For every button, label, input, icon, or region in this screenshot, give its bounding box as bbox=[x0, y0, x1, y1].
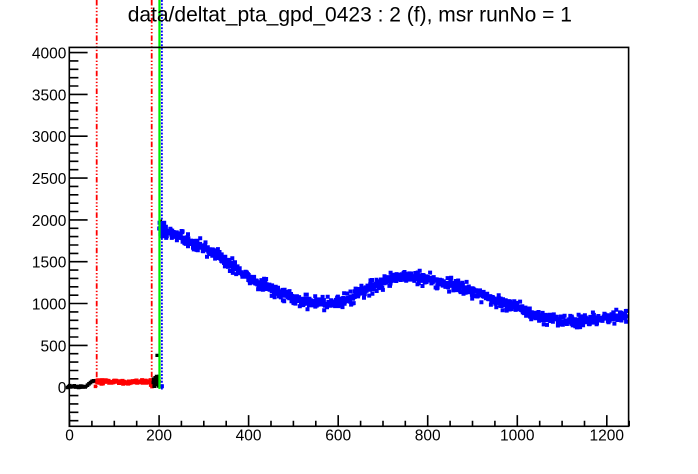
svg-text:2000: 2000 bbox=[32, 213, 67, 230]
svg-text:600: 600 bbox=[325, 428, 351, 445]
svg-text:4000: 4000 bbox=[32, 46, 67, 63]
svg-text:3000: 3000 bbox=[32, 129, 67, 146]
svg-text:1200: 1200 bbox=[590, 428, 625, 445]
svg-text:500: 500 bbox=[41, 338, 67, 355]
svg-text:1000: 1000 bbox=[500, 428, 535, 445]
svg-text:data/deltat_pta_gpd_0423 : 2 (: data/deltat_pta_gpd_0423 : 2 (f), msr ru… bbox=[128, 4, 572, 27]
svg-text:1000: 1000 bbox=[32, 297, 67, 314]
svg-text:800: 800 bbox=[415, 428, 441, 445]
svg-text:3500: 3500 bbox=[32, 87, 67, 104]
svg-text:400: 400 bbox=[236, 428, 262, 445]
svg-text:0: 0 bbox=[65, 428, 74, 445]
svg-text:1500: 1500 bbox=[32, 255, 67, 272]
svg-text:200: 200 bbox=[146, 428, 172, 445]
svg-text:2500: 2500 bbox=[32, 171, 67, 188]
svg-text:0: 0 bbox=[58, 380, 67, 397]
